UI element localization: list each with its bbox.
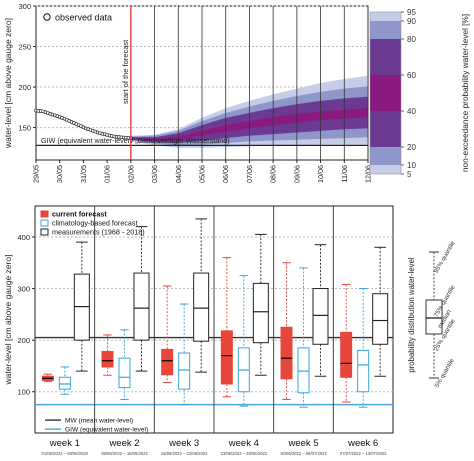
y-tick-label: 200: [18, 83, 31, 92]
legend-giw-label: GIW (equivalent water-level): [65, 427, 148, 434]
giw-label: GIW (equivalent water-level / „Gleichwer…: [41, 136, 230, 145]
box: [193, 272, 210, 342]
colorbar-tick-label: 40: [407, 107, 416, 116]
qlegend-label: 5% quantile: [434, 357, 457, 389]
legend-current-label: current forecast: [52, 210, 107, 219]
colorbar-label: non-exceedance probability water-level […: [460, 14, 470, 172]
colorbar-tick-label: 60: [407, 71, 416, 80]
legend-observed-label: observed data: [55, 13, 112, 23]
x-tick-label: 01/06: [103, 165, 112, 183]
colorbar-tick-label: 20: [407, 143, 416, 152]
box: [340, 331, 353, 378]
legend-observed-marker: [43, 13, 51, 21]
week-label: week 5: [287, 438, 318, 449]
colorbar-segment: [370, 75, 401, 111]
legend-climatology-label: climatology-based forecast: [52, 219, 138, 228]
y-axis-label: water-level [cm above gauge zero]: [3, 255, 13, 386]
colorbar-tick-label: 90: [407, 17, 416, 26]
box: [297, 347, 310, 394]
x-tick-label: 08/06: [269, 165, 278, 183]
colorbar-segment: [370, 111, 401, 147]
y-tick-label: 150: [18, 124, 31, 133]
box: [178, 352, 191, 390]
y-tick-label: 250: [18, 43, 31, 52]
y-axis-label: water-level [cm above gauge zero]: [3, 18, 13, 149]
y-tick-label: 100: [17, 388, 30, 397]
x-tick-label: 09/06: [292, 165, 301, 183]
box: [312, 288, 329, 345]
box: [372, 293, 389, 345]
week-date-range: 30/06/2022 – 06/07/2022: [280, 451, 327, 456]
colorbar-segment: [370, 39, 401, 75]
x-tick-label: 11/06: [340, 165, 349, 182]
legend-mw-label: MW (mean water-level): [65, 418, 133, 425]
x-tick-label: 03/06: [150, 165, 159, 183]
box: [220, 330, 233, 385]
colorbar-tick-label: 5: [407, 170, 412, 179]
x-tick-label: 10/06: [316, 165, 325, 183]
x-tick-label: 12/06: [364, 165, 373, 183]
box: [357, 349, 370, 393]
colorbar-segment: [370, 21, 401, 39]
colorbar-tick-label: 95: [407, 8, 416, 17]
y-tick-label: 300: [18, 2, 31, 11]
box: [118, 357, 131, 389]
colorbar-segment: [370, 147, 401, 165]
colorbar-segment: [370, 165, 401, 174]
forecast-start-label: start of the forecast: [121, 39, 130, 104]
week-label: week 3: [168, 438, 199, 449]
qlegend-box: [425, 299, 443, 335]
legend-current-swatch: [40, 210, 49, 218]
colorbar-tick-label: 10: [407, 161, 416, 170]
week-date-range: 16/06/2022 – 22/06/2022: [161, 451, 208, 456]
y-tick-label: 200: [17, 336, 30, 345]
week-date-range: 23/06/2022 – 29/06/2022: [221, 451, 268, 456]
week-label: week 6: [347, 438, 378, 449]
colorbar-segment: [370, 12, 401, 21]
week-label: week 2: [108, 438, 139, 449]
week-date-range: 09/06/2022 – 15/06/2022: [101, 451, 148, 456]
colorbar-frame: [369, 11, 402, 175]
legend-climatology-swatch: [40, 219, 49, 227]
forecast-chart: GIW (equivalent water-level / „Gleichwer…: [3, 2, 470, 183]
y-tick-label: 300: [17, 285, 30, 294]
x-tick-label: 02/06: [126, 165, 135, 183]
box: [280, 326, 293, 380]
x-tick-label: 05/06: [198, 165, 207, 183]
colorbar-tick-label: 80: [407, 35, 416, 44]
qlegend-label: 95% quantile: [433, 240, 457, 275]
legend-measurements-swatch: [40, 228, 49, 236]
week-date-range: 07/07/2022 – 13/07/2022: [340, 451, 387, 456]
box: [133, 272, 150, 341]
x-tick-label: 06/06: [221, 165, 230, 183]
box: [101, 350, 114, 368]
qlegend-title: probability distribution water-level: [407, 257, 416, 373]
box: [58, 376, 71, 390]
box: [252, 282, 269, 344]
y-tick-label: 400: [17, 233, 30, 242]
legend-measurements-label: measurements (1968 - 2018): [52, 228, 145, 237]
x-tick-label: 07/06: [245, 165, 254, 183]
weekly-boxplot-chart: 100 200 300 400 water-level [cm above gauge …: [3, 205, 457, 456]
x-tick-label: 29/05: [32, 165, 41, 183]
week-label: week 4: [228, 438, 259, 449]
week-date-range: 01/06/2022 – 08/06/2022: [42, 451, 89, 456]
x-tick-label: 31/05: [79, 165, 88, 183]
x-tick-label: 30/05: [55, 165, 64, 183]
x-tick-label: 04/06: [174, 165, 183, 183]
box: [161, 348, 174, 376]
week-label: week 1: [49, 438, 80, 449]
